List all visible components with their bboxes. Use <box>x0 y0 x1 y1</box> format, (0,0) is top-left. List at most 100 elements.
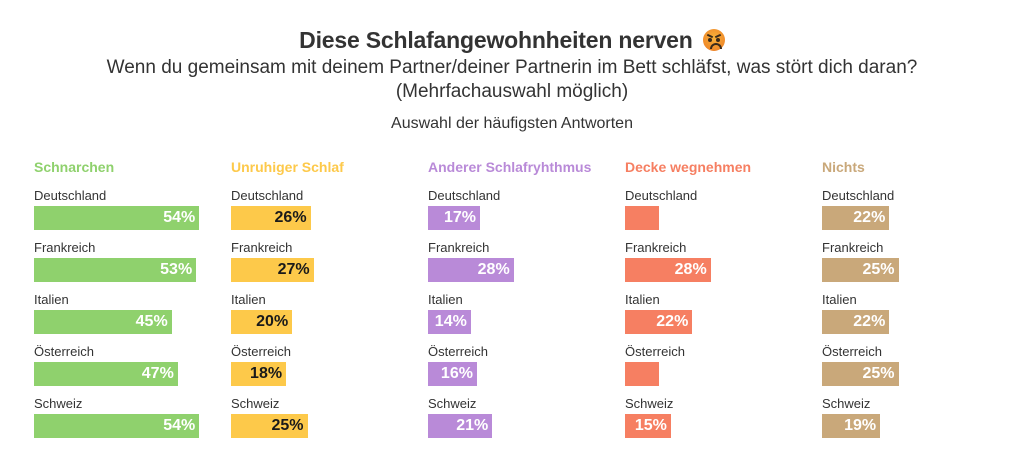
category-label: Österreich <box>822 344 882 359</box>
bar-value-label: 15% <box>634 417 667 434</box>
bar-row: Frankreich 25% <box>822 240 1012 292</box>
bar-row: Frankreich 27% <box>231 240 421 292</box>
bar: 22% <box>625 310 693 334</box>
category-label: Deutschland <box>822 188 895 203</box>
bar: 45% <box>34 310 172 334</box>
category-label: Österreich <box>428 344 488 359</box>
panel-title: Unruhiger Schlaf <box>231 159 344 175</box>
bar-row: Deutschland 54% <box>34 188 224 240</box>
chart-title: Diese Schlafangewohnheiten nerven <box>299 27 693 53</box>
chart-subtitle-note: (Mehrfachauswahl möglich) <box>395 81 629 102</box>
bar-value-label: 54% <box>163 209 196 226</box>
bar <box>625 206 659 230</box>
bar-row: Schweiz 19% <box>822 396 1012 448</box>
bar-row: Schweiz 15% <box>625 396 815 448</box>
bar-row: Italien 20% <box>231 292 421 344</box>
bar-row: Deutschland 26% <box>231 188 421 240</box>
bar-row: Österreich 47% <box>34 344 224 396</box>
category-label: Schweiz <box>625 396 674 411</box>
bar-row: Italien 45% <box>34 292 224 344</box>
category-label: Frankreich <box>34 240 96 255</box>
bar: 14% <box>428 310 471 334</box>
bar-row: Frankreich 28% <box>625 240 815 292</box>
category-label: Italien <box>822 292 857 307</box>
bar-value-label: 22% <box>656 313 689 330</box>
panel-anderer-schlafryhthmus: Anderer Schlafryhthmus Deutschland 17% Fran… <box>428 158 618 438</box>
bar-row: Italien 14% <box>428 292 618 344</box>
bar: 15% <box>625 414 671 438</box>
bar-value-label: 25% <box>862 261 895 278</box>
panel-title: Anderer Schlafryhthmus <box>428 159 592 175</box>
bar: 54% <box>34 414 200 438</box>
bar: 54% <box>34 206 200 230</box>
bar-row: Deutschland <box>625 188 815 240</box>
category-label: Deutschland <box>34 188 107 203</box>
panel-schnarchen: Schnarchen Deutschland 54% Frankreich 53% Ita… <box>34 158 224 438</box>
category-label: Deutschland <box>625 188 698 203</box>
category-label: Deutschland <box>231 188 304 203</box>
bar-value-label: 28% <box>477 261 510 278</box>
bar-row: Frankreich 28% <box>428 240 618 292</box>
bar-value-label: 20% <box>256 313 289 330</box>
bar-row: Deutschland 22% <box>822 188 1012 240</box>
bar-value-label: 22% <box>853 209 886 226</box>
bar: 22% <box>822 310 890 334</box>
category-label: Frankreich <box>428 240 490 255</box>
bar-value-label: 14% <box>434 313 467 330</box>
bar: 16% <box>428 362 477 386</box>
category-label: Italien <box>34 292 69 307</box>
bar <box>625 362 659 386</box>
bar-value-label: 25% <box>271 417 304 434</box>
category-label: Frankreich <box>822 240 884 255</box>
category-label: Schweiz <box>231 396 280 411</box>
panel-nichts: Nichts Deutschland 22% Frankreich 25% Italien… <box>822 158 1012 438</box>
bar-value-label: 22% <box>853 313 886 330</box>
bar-row: Schweiz 21% <box>428 396 618 448</box>
bar: 28% <box>625 258 711 282</box>
bar-value-label: 47% <box>141 365 174 382</box>
bar-value-label: 25% <box>862 365 895 382</box>
bar: 53% <box>34 258 197 282</box>
chart-panels: Schnarchen Deutschland 54% Frankreich 53% Ita… <box>0 158 1024 458</box>
category-label: Deutschland <box>428 188 501 203</box>
category-label: Österreich <box>34 344 94 359</box>
category-label: Schweiz <box>428 396 477 411</box>
category-label: Frankreich <box>231 240 293 255</box>
bar-value-label: 27% <box>277 261 310 278</box>
bar-value-label: 18% <box>250 365 283 382</box>
bar-row: Österreich 18% <box>231 344 421 396</box>
bar: 20% <box>231 310 293 334</box>
category-label: Schweiz <box>822 396 871 411</box>
category-label: Schweiz <box>34 396 83 411</box>
bar-row: Österreich <box>625 344 815 396</box>
bar-row: Österreich 25% <box>822 344 1012 396</box>
bar: 47% <box>34 362 178 386</box>
bar: 25% <box>822 258 899 282</box>
bar: 19% <box>822 414 881 438</box>
angry-face-icon <box>702 29 725 51</box>
bar-row: Schweiz 25% <box>231 396 421 448</box>
chart-annotation: Auswahl der häufigsten Antworten <box>391 115 633 132</box>
bar-value-label: 16% <box>440 365 473 382</box>
category-label: Italien <box>428 292 463 307</box>
bar-value-label: 53% <box>160 261 193 278</box>
bar-row: Schweiz 54% <box>34 396 224 448</box>
bar: 25% <box>822 362 899 386</box>
chart-subtitle: Wenn du gemeinsam mit deinem Partner/dei… <box>106 57 918 78</box>
bar-value-label: 21% <box>456 417 489 434</box>
bar-row: Österreich 16% <box>428 344 618 396</box>
bar: 22% <box>822 206 890 230</box>
bar-value-label: 45% <box>135 313 168 330</box>
category-label: Österreich <box>231 344 291 359</box>
bar: 18% <box>231 362 287 386</box>
category-label: Frankreich <box>625 240 687 255</box>
bar: 28% <box>428 258 514 282</box>
bar: 25% <box>231 414 308 438</box>
bar-value-label: 54% <box>163 417 196 434</box>
panel-decke-wegnehmen: Decke wegnehmen Deutschland Frankreich 28% I… <box>625 158 815 438</box>
panel-title: Nichts <box>822 159 865 175</box>
bar-value-label: 28% <box>674 261 707 278</box>
bar: 17% <box>428 206 481 230</box>
category-label: Italien <box>625 292 660 307</box>
panel-title: Schnarchen <box>34 159 115 175</box>
